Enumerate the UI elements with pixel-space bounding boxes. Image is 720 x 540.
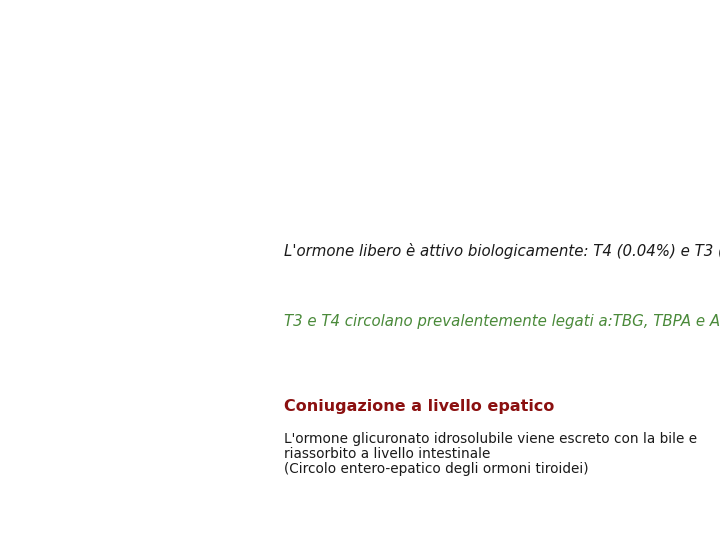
Text: riassorbito a livello intestinale: riassorbito a livello intestinale <box>284 447 491 461</box>
Text: L'ormone libero è attivo biologicamente: T4 (0.04%) e T3 (0.4%): L'ormone libero è attivo biologicamente:… <box>284 243 720 259</box>
Text: T3 e T4 circolano prevalentemente legati a:TBG, TBPA e Alb: T3 e T4 circolano prevalentemente legati… <box>284 314 720 329</box>
Text: L'ormone glicuronato idrosolubile viene escreto con la bile e: L'ormone glicuronato idrosolubile viene … <box>284 432 698 446</box>
Text: (Circolo entero-epatico degli ormoni tiroidei): (Circolo entero-epatico degli ormoni tir… <box>284 462 589 476</box>
Text: Coniugazione a livello epatico: Coniugazione a livello epatico <box>284 399 555 414</box>
